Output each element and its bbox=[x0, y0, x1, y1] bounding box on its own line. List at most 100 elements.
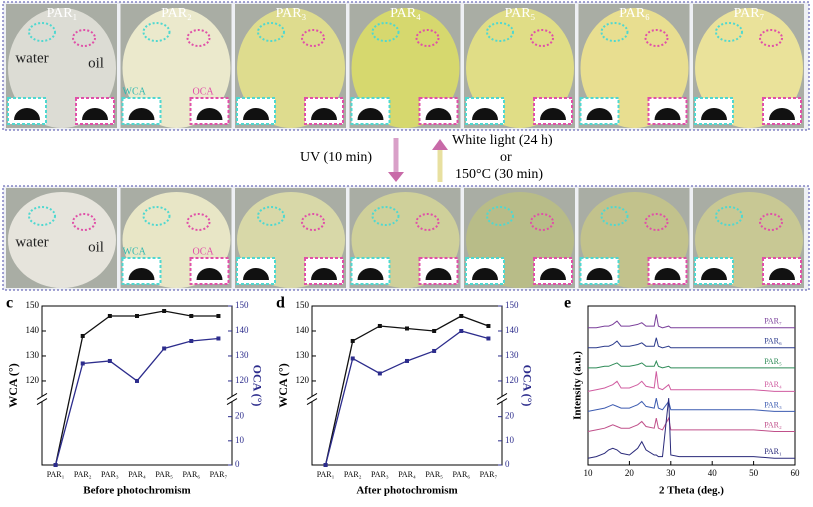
point-marker bbox=[486, 323, 491, 328]
water-ring bbox=[142, 22, 171, 42]
point-marker bbox=[405, 326, 409, 331]
plot-frame bbox=[41, 305, 233, 466]
x-tick-label: PAR₁ bbox=[47, 470, 65, 479]
water-ring bbox=[600, 22, 629, 42]
break-mark bbox=[306, 398, 318, 406]
break-mark bbox=[226, 393, 238, 400]
arrow-head bbox=[432, 139, 448, 150]
axis-break bbox=[38, 396, 46, 402]
sample-label: PAR₅ bbox=[505, 6, 536, 21]
oca-label: OCA bbox=[193, 246, 215, 257]
point-marker bbox=[377, 323, 382, 328]
panel-letter: c bbox=[6, 295, 13, 312]
break-mark bbox=[306, 393, 318, 400]
point-marker bbox=[162, 308, 167, 313]
y2-tick-label: 20 bbox=[235, 411, 245, 421]
droplet bbox=[586, 268, 613, 280]
point-marker bbox=[459, 313, 464, 318]
droplet bbox=[769, 268, 795, 280]
water-ring bbox=[486, 206, 514, 226]
legend-label: PAR₃ bbox=[764, 400, 782, 409]
xrd-trace bbox=[587, 397, 795, 412]
oil-ring bbox=[72, 29, 96, 47]
droplet bbox=[243, 268, 269, 280]
x-tick-label: PAR₂ bbox=[344, 470, 362, 479]
droplet bbox=[540, 268, 566, 280]
x-tick-label: PAR₆ bbox=[182, 470, 200, 479]
oil-ring bbox=[415, 29, 440, 47]
water-ring bbox=[371, 206, 400, 226]
oil-ring bbox=[301, 29, 325, 47]
sample-label: PAR₆ bbox=[619, 6, 650, 21]
y2-axis-label: OCA (°) bbox=[250, 365, 264, 407]
x-tick-label: PAR₅ bbox=[155, 470, 173, 479]
oca-label: OCA bbox=[193, 86, 215, 97]
point-marker bbox=[432, 328, 437, 333]
point-marker bbox=[405, 358, 409, 363]
y2-tick-label: 130 bbox=[505, 350, 519, 360]
break-mark bbox=[496, 398, 508, 406]
oil-ring bbox=[415, 213, 440, 231]
point-marker bbox=[350, 338, 355, 343]
y2-tick-label: 0 bbox=[235, 459, 240, 469]
x-tick-label: 50 bbox=[749, 468, 759, 478]
series-line bbox=[54, 337, 219, 466]
point-marker bbox=[323, 463, 328, 467]
x-tick-label: 10 bbox=[584, 468, 594, 478]
plot-frame bbox=[587, 305, 796, 466]
water-ring bbox=[715, 206, 743, 226]
legend-label: PAR₂ bbox=[764, 420, 782, 429]
y-tick-label: 120 bbox=[26, 375, 40, 385]
x-tick-label: PAR₇ bbox=[480, 470, 498, 479]
y2-tick-label: 130 bbox=[235, 350, 249, 360]
xrd-trace bbox=[587, 416, 795, 432]
y-tick-label: 150 bbox=[296, 300, 310, 310]
wca-label: WCA bbox=[123, 246, 147, 257]
x-tick-label: PAR₆ bbox=[452, 470, 470, 479]
x-tick-label: PAR₄ bbox=[128, 470, 146, 479]
water-ring bbox=[715, 22, 743, 42]
plot-frame bbox=[311, 305, 503, 466]
point-marker bbox=[216, 313, 221, 318]
y-tick-label: 140 bbox=[296, 325, 310, 335]
panel-letter: d bbox=[276, 295, 285, 312]
point-marker bbox=[189, 313, 194, 318]
droplet bbox=[701, 268, 727, 280]
y2-axis-label: OCA (°) bbox=[520, 365, 534, 407]
sample-disc bbox=[8, 192, 116, 288]
point-marker bbox=[53, 463, 58, 467]
water-ring bbox=[257, 22, 285, 42]
axis-break bbox=[308, 396, 316, 402]
y2-tick-label: 140 bbox=[505, 325, 519, 335]
axis-break bbox=[228, 396, 236, 402]
x-tick-label: PAR₄ bbox=[398, 470, 416, 479]
oil-ring bbox=[530, 29, 554, 47]
droplet bbox=[311, 268, 337, 280]
water-ring bbox=[486, 22, 514, 42]
x-tick-label: PAR₃ bbox=[101, 470, 119, 479]
point-marker bbox=[80, 333, 85, 338]
oil-ring bbox=[301, 213, 325, 231]
y2-tick-label: 140 bbox=[235, 325, 249, 335]
xrd-trace bbox=[588, 359, 795, 369]
arrow-text: 150°C (30 min) bbox=[455, 167, 543, 182]
droplet bbox=[425, 268, 452, 280]
xrd-trace bbox=[587, 371, 795, 392]
series-line bbox=[324, 315, 489, 466]
droplet bbox=[14, 108, 40, 120]
x-tick-label: PAR₇ bbox=[210, 470, 228, 479]
water-ring bbox=[142, 206, 171, 226]
oil-ring bbox=[644, 213, 669, 231]
water-ring bbox=[257, 206, 285, 226]
x-tick-label: PAR₃ bbox=[371, 470, 389, 479]
series-line bbox=[54, 310, 219, 466]
arrow-text: White light (24 h) bbox=[452, 133, 553, 148]
point-marker bbox=[486, 336, 491, 341]
droplet bbox=[701, 108, 727, 120]
droplet bbox=[196, 268, 223, 280]
y-axis-label: Intensity (a.u.) bbox=[572, 351, 584, 420]
y-tick-label: 120 bbox=[296, 375, 310, 385]
droplet bbox=[586, 108, 613, 120]
legend-label: PAR₄ bbox=[764, 380, 782, 389]
sample-label: PAR₁ bbox=[47, 6, 78, 21]
